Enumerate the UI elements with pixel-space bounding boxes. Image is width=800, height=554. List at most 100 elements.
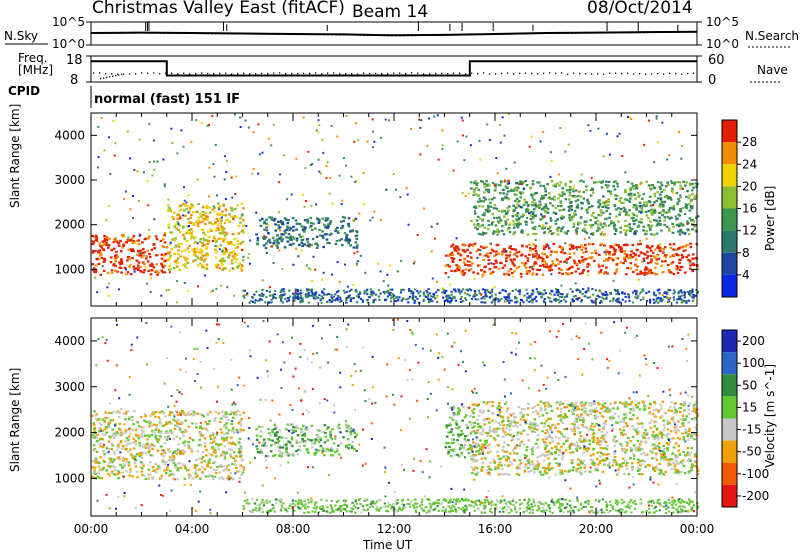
data-cell [481, 205, 484, 208]
noise-cell [350, 298, 352, 301]
data-cell [210, 223, 214, 226]
ground-scatter [325, 293, 328, 296]
data-cell [221, 257, 225, 260]
data-cell [351, 440, 355, 443]
data-cell [543, 265, 546, 268]
data-cell [457, 435, 461, 438]
data-cell [241, 471, 245, 474]
data-cell [630, 194, 633, 197]
data-cell [233, 243, 236, 247]
ground-scatter [540, 295, 544, 298]
data-cell [481, 180, 485, 184]
data-cell [239, 464, 242, 467]
data-cell [452, 257, 456, 260]
data-cell [143, 474, 146, 477]
ground-scatter [268, 301, 271, 304]
data-cell [645, 268, 648, 271]
data-cell [614, 194, 617, 197]
data-cell [233, 207, 237, 211]
data-cell [285, 442, 288, 446]
data-cell [102, 269, 106, 272]
data-cell [460, 444, 463, 447]
data-cell [179, 466, 183, 469]
data-cell [164, 460, 168, 464]
data-cell [283, 443, 286, 446]
data-cell [184, 263, 187, 266]
noise-cell [672, 192, 674, 195]
data-cell [158, 467, 162, 470]
data-cell [167, 435, 170, 438]
ground-scatter [661, 298, 664, 301]
data-cell [625, 255, 628, 258]
ground-scatter [260, 292, 264, 295]
data-cell [694, 229, 698, 232]
data-cell [127, 416, 130, 419]
data-cell [460, 272, 464, 275]
data-cell [568, 244, 572, 247]
data-cell [164, 252, 167, 256]
data-cell [331, 428, 334, 431]
data-cell [100, 246, 104, 249]
data-cell [189, 237, 193, 240]
data-cell [199, 431, 203, 434]
data-cell [174, 420, 177, 423]
data-cell [682, 249, 686, 252]
data-cell [497, 231, 501, 234]
data-cell [187, 218, 190, 221]
data-cell [568, 219, 572, 222]
data-cell [544, 245, 548, 249]
ground-scatter [410, 292, 413, 295]
data-cell [231, 441, 235, 444]
ground-scatter [616, 301, 619, 304]
ground-scatter [457, 288, 460, 291]
data-cell [270, 216, 274, 219]
data-cell [98, 476, 101, 480]
noise-cell [270, 144, 273, 147]
noise-cell [242, 255, 245, 258]
noise-cell [480, 293, 483, 296]
noise-cell [684, 232, 687, 235]
ground-scatter [296, 295, 300, 298]
data-cell [496, 220, 500, 223]
ground-scatter [261, 295, 264, 298]
data-cell [676, 469, 680, 472]
ground-scatter [653, 291, 656, 294]
noise-cell [486, 123, 489, 126]
noise-cell [493, 184, 496, 187]
data-cell [591, 188, 594, 191]
data-cell [506, 186, 509, 190]
ground-scatter [258, 299, 261, 302]
data-cell [150, 264, 153, 268]
data-cell [582, 180, 585, 183]
data-cell [237, 224, 240, 228]
noise-cell [362, 172, 365, 174]
data-cell [99, 468, 102, 472]
data-cell [222, 231, 225, 234]
data-cell [512, 223, 516, 226]
data-cell [289, 429, 293, 432]
noise-cell [330, 125, 333, 127]
data-cell [645, 229, 648, 233]
data-cell [219, 213, 222, 216]
data-cell [182, 463, 185, 466]
data-cell [151, 454, 154, 457]
data-cell [321, 447, 325, 450]
data-cell [486, 210, 490, 213]
data-cell [127, 461, 131, 464]
ground-scatter [555, 298, 558, 301]
noise-cell [353, 252, 356, 255]
noise-cell [526, 217, 528, 219]
data-cell [452, 448, 455, 451]
data-cell [160, 410, 164, 413]
data-cell [638, 443, 642, 446]
data-cell [529, 428, 532, 431]
data-cell [681, 231, 684, 234]
ground-scatter [679, 295, 682, 298]
ground-scatter [515, 297, 518, 300]
noise-cell [493, 189, 496, 192]
data-cell [557, 263, 560, 266]
nave-point [219, 72, 221, 75]
data-cell [205, 252, 208, 255]
data-cell [597, 206, 600, 209]
data-cell [297, 448, 301, 451]
